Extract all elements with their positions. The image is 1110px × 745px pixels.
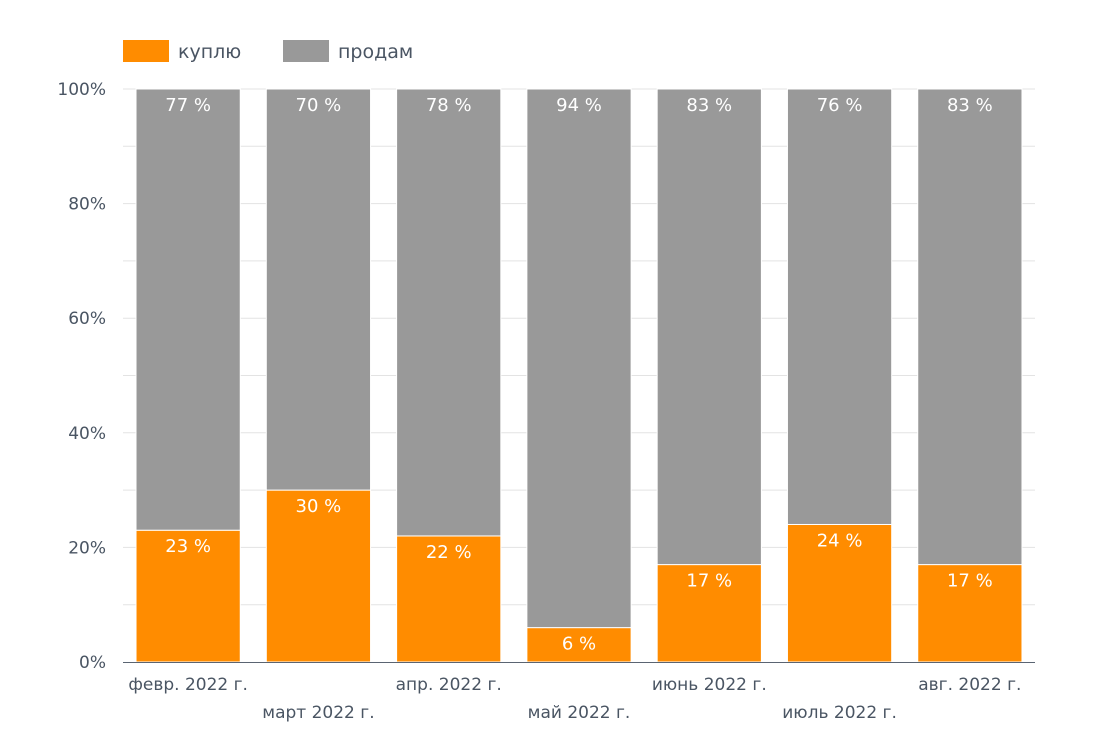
- data-label: 83 %: [947, 95, 993, 116]
- bar-segment-sell: [396, 88, 502, 537]
- data-label: 17 %: [947, 571, 993, 592]
- data-label: 77 %: [165, 95, 211, 116]
- x-tick-label: июнь 2022 г.: [652, 675, 767, 695]
- legend-label-sell: продам: [338, 41, 413, 63]
- y-tick-label: 0%: [79, 653, 106, 673]
- bar-segment-buy: [265, 489, 372, 663]
- data-label: 23 %: [165, 536, 211, 557]
- x-tick-label: авг. 2022 г.: [918, 675, 1021, 695]
- legend-swatch-sell: [283, 40, 329, 62]
- y-tick-label: 40%: [68, 424, 106, 444]
- x-tick-label: апр. 2022 г.: [396, 675, 502, 695]
- y-tick-label: 20%: [68, 538, 106, 558]
- y-tick-label: 60%: [68, 309, 106, 329]
- bar-segment-sell: [786, 88, 893, 525]
- bars: 23 % 77 % 30 % 70 % 22 % 78 % 6 % 94 % 17 % 83 % 2…: [135, 88, 1023, 663]
- data-label: 76 %: [817, 95, 863, 116]
- data-label: 17 %: [686, 571, 732, 592]
- x-tick-label: март 2022 г.: [262, 703, 374, 723]
- data-label: 30 %: [296, 496, 342, 517]
- legend-swatch-buy: [123, 40, 169, 62]
- legend-label-buy: куплю: [178, 41, 241, 63]
- y-tick-label: 80%: [68, 195, 106, 215]
- data-label: 22 %: [426, 542, 472, 563]
- data-label: 24 %: [817, 530, 863, 551]
- y-axis: 0% 20% 40% 60% 80% 100%: [57, 80, 106, 673]
- data-label: 6 %: [562, 634, 596, 655]
- x-axis: февр. 2022 г. март 2022 г. апр. 2022 г. май…: [123, 662, 1035, 723]
- bar-segment-sell: [917, 88, 1023, 566]
- data-label: 83 %: [686, 95, 732, 116]
- bar-segment-buy: [526, 627, 632, 663]
- bar-segment-sell: [526, 88, 632, 629]
- x-tick-label: февр. 2022 г.: [128, 675, 248, 695]
- x-tick-label: май 2022 г.: [528, 703, 631, 723]
- x-tick-label: июль 2022 г.: [782, 703, 897, 723]
- bar-segment-buy: [786, 523, 893, 663]
- bar-segment-buy: [656, 564, 762, 663]
- bar-segment-sell: [265, 88, 372, 491]
- bar-segment-sell: [656, 88, 762, 566]
- data-label: 70 %: [296, 95, 342, 116]
- bar-segment-buy: [917, 564, 1023, 663]
- data-label: 94 %: [556, 95, 602, 116]
- legend: куплю продам: [123, 40, 413, 63]
- data-label: 78 %: [426, 95, 472, 116]
- bar-segment-sell: [135, 88, 241, 531]
- y-tick-label: 100%: [57, 80, 106, 100]
